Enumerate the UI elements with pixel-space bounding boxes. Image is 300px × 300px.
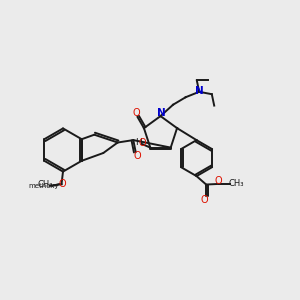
Text: O: O: [215, 176, 223, 186]
Text: O: O: [133, 151, 141, 161]
Text: O: O: [133, 108, 141, 118]
Text: CH₃: CH₃: [229, 179, 244, 188]
Text: O: O: [138, 138, 146, 148]
Text: H: H: [136, 138, 142, 147]
Text: N: N: [157, 108, 166, 118]
Text: CH₃: CH₃: [38, 180, 53, 189]
Text: N: N: [195, 86, 204, 96]
Text: O: O: [201, 194, 208, 205]
Text: O: O: [58, 179, 66, 189]
Text: methoxy: methoxy: [29, 183, 59, 189]
